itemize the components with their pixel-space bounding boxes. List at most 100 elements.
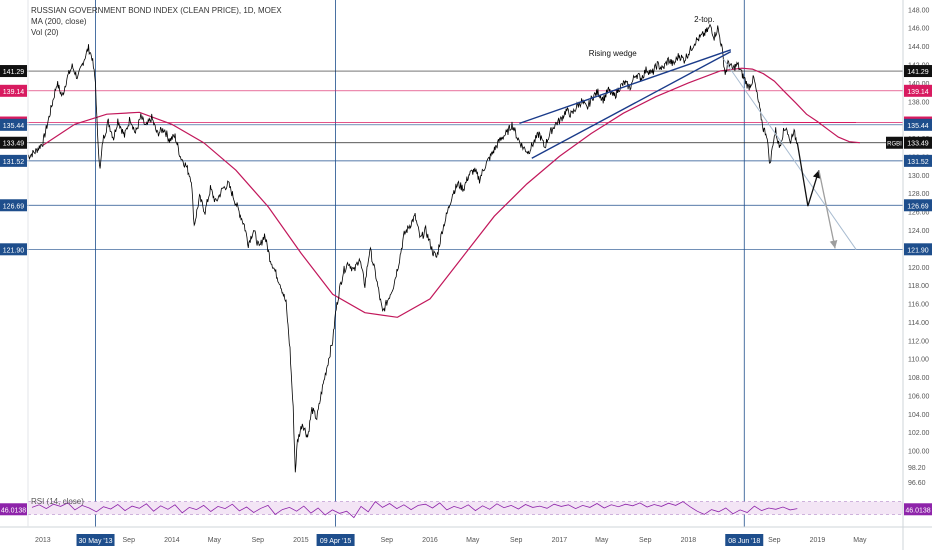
right-tag-label: 131.52	[907, 159, 929, 166]
y-tick-label: 130.00	[908, 173, 930, 180]
right-tag-label: 141.29	[907, 69, 929, 76]
date-tag-box	[316, 534, 355, 546]
x-tick-label: 2013	[35, 537, 51, 544]
y-tick-label: 146.00	[908, 26, 930, 33]
left-tag-box	[0, 243, 27, 256]
left-tag-label: 126.69	[3, 203, 25, 210]
annotations-layer: 2-top. Rising wedge	[519, 15, 857, 250]
rsi-tag-right-box	[904, 503, 932, 516]
right-tag-box	[904, 199, 932, 212]
y-tick-label: 114.00	[908, 320, 929, 327]
rsi-legend: RSI (14, close)	[31, 497, 84, 506]
x-tick-label: Sep	[252, 537, 265, 544]
annotation-label: 2-top.	[694, 15, 714, 24]
y-tick-label: 98.20	[908, 465, 926, 472]
left-tag-label: 133.49	[3, 141, 25, 148]
x-tick-label: 2014	[164, 537, 180, 544]
y-tick-label: 126.00	[908, 210, 930, 217]
left-tag-label: 121.90	[3, 247, 25, 254]
date-tag-label: 30 May '13	[79, 538, 113, 545]
left-tag-box	[0, 154, 27, 167]
y-tick-label: 96.60	[908, 480, 926, 487]
date-tag-box	[725, 534, 764, 546]
inner-tag-box	[886, 136, 903, 149]
ma-line	[42, 67, 860, 318]
right-tag-box	[904, 118, 932, 131]
x-tick-label: Sep	[510, 537, 523, 544]
left-tag-label: 139.14	[3, 89, 25, 96]
rsi-pane: 46.0138 46.0138	[0, 501, 932, 519]
x-tick-label: 2018	[681, 537, 697, 544]
rsi-tag-right-label: 46.0138	[905, 507, 930, 514]
y-tick-label: 118.00	[908, 283, 929, 290]
rsi-tag-left-box	[0, 503, 27, 516]
trendline	[531, 51, 732, 159]
right-tag-label: 121.90	[907, 247, 929, 254]
vol-legend: Vol (20)	[31, 28, 59, 37]
x-tick-label: 2016	[422, 537, 438, 544]
date-tag-box	[76, 534, 115, 546]
x-tick-label: Sep	[639, 537, 652, 544]
right-tag-label: 135.44	[907, 123, 929, 130]
x-tick-label: May	[595, 537, 609, 544]
y-tick-label: 144.00	[908, 44, 930, 51]
x-tick-label: 2015	[293, 537, 309, 544]
left-tag-label: 131.52	[3, 159, 25, 166]
y-tick-label: 140.00	[908, 81, 930, 88]
x-tick-label: May	[853, 537, 867, 544]
inner-tag-label: RGBI	[887, 142, 902, 148]
right-tag-label: 133.49	[907, 141, 929, 148]
x-tick-label: May	[208, 537, 222, 544]
right-tag-box	[904, 84, 932, 97]
trendline	[519, 49, 732, 125]
y-tick-label: 108.00	[908, 375, 930, 382]
price-line	[27, 23, 798, 473]
vertical-markers: 30 May '13 09 Apr '15 08 Jun '18	[76, 0, 764, 546]
right-tag-label: 139.14	[907, 89, 929, 96]
y-tick-label: 120.00	[908, 265, 930, 272]
x-tick-label: Sep	[381, 537, 394, 544]
left-tag-label: 141.29	[3, 69, 25, 76]
left-tag-box	[0, 136, 27, 149]
y-tick-label: 110.00	[908, 357, 929, 364]
x-tick-label: 2019	[810, 537, 826, 544]
right-tag-box	[904, 243, 932, 256]
left-tag-box	[0, 84, 27, 97]
ma-layer	[42, 67, 860, 318]
ma-legend: MA (200, close)	[31, 17, 87, 26]
y-tick-label: 104.00	[908, 412, 930, 419]
y-tick-label: 100.00	[908, 449, 930, 456]
date-tag-label: 08 Jun '18	[728, 538, 760, 545]
horizontal-levels	[0, 70, 903, 250]
rsi-line	[31, 501, 798, 519]
y-tick-label: 148.00	[908, 7, 930, 14]
projection-arrow	[796, 142, 821, 207]
y-tick-label: 112.00	[908, 338, 929, 345]
projection-arrow	[818, 170, 838, 249]
y-tick-label: 116.00	[908, 302, 929, 309]
date-tag-label: 09 Apr '15	[320, 538, 351, 545]
right-tag-box	[904, 65, 932, 78]
right-tag-box	[904, 136, 932, 149]
y-tick-label: 106.00	[908, 393, 930, 400]
chart-legend: RUSSIAN GOVERNMENT BOND INDEX (CLEAN PRI…	[31, 5, 282, 38]
rsi-band	[28, 501, 903, 515]
x-tick-label: 2017	[552, 537, 568, 544]
left-tag-label: 135.44	[3, 123, 25, 130]
x-tick-label: May	[466, 537, 480, 544]
left-tag-box	[0, 199, 27, 212]
annotation-label: Rising wedge	[589, 49, 638, 58]
left-tag-box	[0, 118, 27, 131]
right-tag-box	[904, 154, 932, 167]
rsi-tag-left-label: 46.0138	[1, 507, 26, 514]
left-tag-box	[0, 65, 27, 78]
trendline	[722, 58, 857, 250]
right-tag-label: 126.69	[907, 203, 929, 210]
x-tick-label: Sep	[768, 537, 781, 544]
price-layer	[27, 23, 798, 473]
y-tick-label: 124.00	[908, 228, 930, 235]
y-tick-label: 138.00	[908, 99, 930, 106]
y-tick-label: 102.00	[908, 430, 930, 437]
